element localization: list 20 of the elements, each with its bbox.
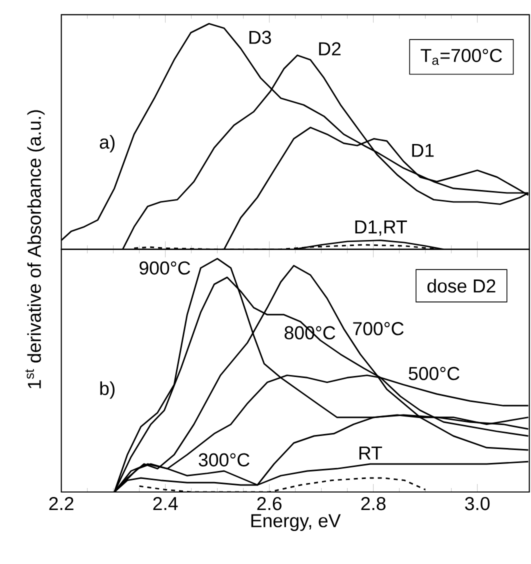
series-label: 700°C <box>353 322 404 336</box>
x-axis-title: Energy, eV <box>252 514 341 531</box>
series-label: 900°C <box>140 261 190 275</box>
series-label: D1,RT <box>356 220 408 236</box>
annotation: T$_{a}$=700°C <box>420 48 502 65</box>
series-label: RT <box>360 446 382 460</box>
x-tick-label: 2.4 <box>153 496 178 510</box>
x-tick-label: 3.0 <box>465 496 490 510</box>
series-label: D3 <box>250 30 272 44</box>
series-label: D2 <box>319 42 341 56</box>
annotation: b) <box>100 381 115 399</box>
series-label: 300°C <box>198 453 250 466</box>
y-axis-title: 1$^{st}$ derivative of Absorbance (a.u.) <box>26 110 45 388</box>
annotation: a) <box>100 135 115 152</box>
x-tick-label: 2.6 <box>257 496 282 510</box>
x-tick-label: 2.2 <box>49 496 74 510</box>
annotation: dose D2 <box>428 278 496 293</box>
series-label: 500°C <box>408 366 460 380</box>
x-tick-label: 2.8 <box>361 496 386 510</box>
series-label: D1 <box>412 144 434 157</box>
